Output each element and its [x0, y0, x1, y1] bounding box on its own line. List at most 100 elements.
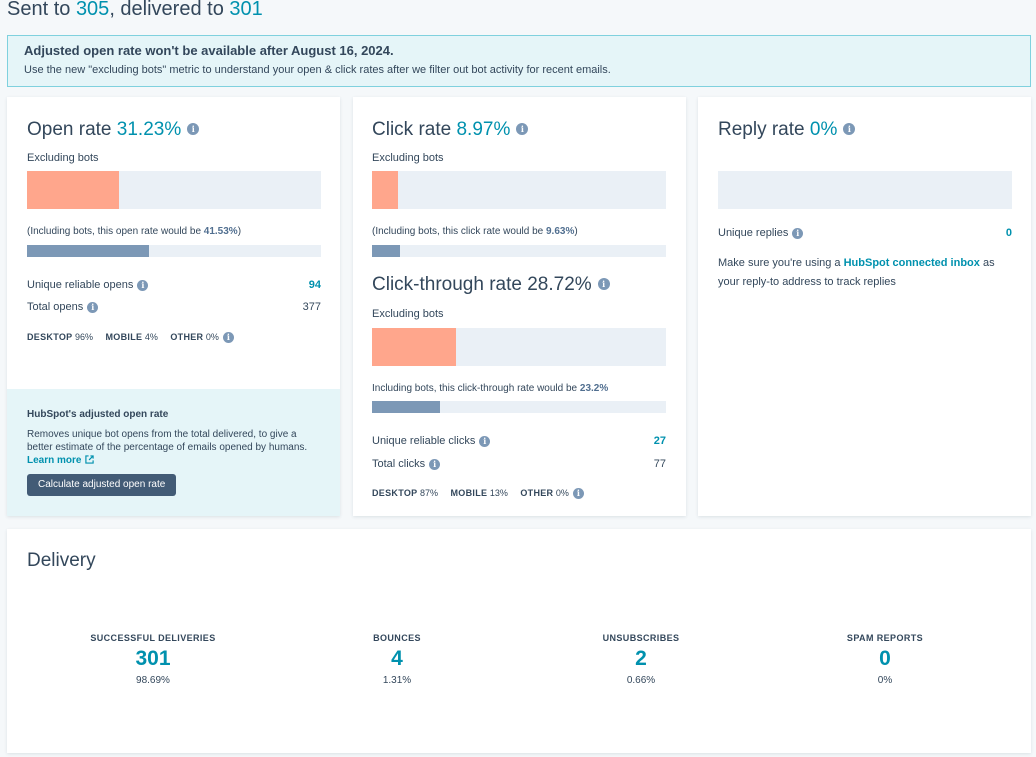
unique-replies-value[interactable]: 0 [1005, 227, 1012, 239]
total-clicks-row: Total clicks i 77 [372, 458, 666, 470]
delivered-prefix: , delivered to [109, 0, 230, 20]
adjusted-body-text: Removes unique bot opens from the total … [27, 429, 308, 453]
click-devices: DESKTOP 87% MOBILE 13% OTHER 0% i [372, 488, 584, 500]
open-rate-value: 31.23% [116, 119, 182, 140]
click-excluding-label: Excluding bots [372, 152, 444, 164]
reply-rate-label: Reply rate [718, 119, 805, 140]
reply-rate-card: Reply rate 0% i Unique replies i 0 Make su… [698, 97, 1031, 516]
click-rate-bar [372, 171, 666, 209]
learn-more-label: Learn more [27, 455, 82, 466]
click-rate-title: Click rate 8.97% i [372, 119, 529, 141]
sent-prefix: Sent to [7, 0, 76, 20]
delivery-stat-bounces: BOUNCES 4 1.31% [297, 633, 497, 686]
stat-value[interactable]: 2 [635, 647, 647, 670]
delivery-card: Delivery SUCCESSFUL DELIVERIES 301 98.69… [7, 529, 1031, 753]
unique-opens-row: Unique reliable opens i 94 [27, 279, 321, 291]
desktop-label: DESKTOP [27, 332, 73, 342]
unique-clicks-row: Unique reliable clicks i 27 [372, 435, 666, 447]
ctr-including-prefix: Including bots, this click-through rate … [372, 383, 580, 394]
ctr-including-bar [372, 401, 666, 413]
unique-opens-label: Unique reliable opens [27, 279, 134, 291]
unique-replies-label: Unique replies [718, 227, 789, 239]
stat-percent: 0.66% [626, 675, 656, 686]
mobile-label: MOBILE [105, 332, 143, 342]
click-including-prefix: (Including bots, this click rate would b… [372, 226, 546, 237]
reply-note-prefix: Make sure you're using a [718, 257, 844, 269]
click-rate-card: Click rate 8.97% i Excluding bots (Includ… [353, 97, 686, 516]
total-opens-value: 377 [302, 301, 321, 313]
info-icon[interactable]: i [516, 123, 529, 135]
other-label: OTHER [170, 332, 204, 342]
desktop-value: 96% [74, 332, 93, 342]
reply-note-suffix: as your reply-to address to track replie… [718, 257, 995, 288]
info-icon[interactable]: i [572, 488, 584, 500]
open-including-prefix: (Including bots, this open rate would be [27, 226, 204, 237]
total-clicks-label: Total clicks [372, 458, 426, 470]
unique-clicks-value[interactable]: 27 [653, 435, 666, 447]
ctr-title: Click-through rate 28.72% i [372, 274, 610, 296]
unique-replies-row: Unique replies i 0 [718, 227, 1012, 239]
delivered-count[interactable]: 301 [229, 0, 263, 20]
stat-value[interactable]: 0 [879, 647, 891, 670]
unique-opens-value[interactable]: 94 [308, 279, 321, 291]
hubspot-connected-inbox-link[interactable]: HubSpot connected inbox [843, 257, 980, 269]
info-icon[interactable]: i [187, 123, 200, 135]
unique-clicks-label: Unique reliable clicks [372, 435, 476, 447]
other-value: 0% [555, 488, 569, 498]
open-including-suffix: ) [237, 226, 242, 237]
open-including-note: (Including bots, this open rate would be… [27, 226, 241, 237]
desktop-value: 87% [419, 488, 438, 498]
learn-more-link[interactable]: Learn more [27, 455, 94, 466]
click-including-note: (Including bots, this click rate would b… [372, 226, 578, 237]
ctr-excluding-label: Excluding bots [372, 308, 444, 320]
total-clicks-value: 77 [653, 458, 666, 470]
open-devices: DESKTOP 96% MOBILE 4% OTHER 0% i [27, 332, 234, 344]
sent-count[interactable]: 305 [75, 0, 110, 20]
info-icon[interactable]: i [792, 227, 804, 239]
info-icon[interactable]: i [429, 458, 441, 470]
ctr-label: Click-through rate [372, 274, 522, 295]
ctr-including-bar-fill [372, 401, 441, 413]
external-link-icon [85, 455, 94, 464]
adjusted-body: Removes unique bot opens from the total … [27, 428, 322, 467]
mobile-value: 13% [489, 488, 508, 498]
info-icon[interactable]: i [87, 301, 99, 313]
stat-value[interactable]: 4 [391, 647, 403, 670]
open-rate-bar-fill [27, 171, 119, 209]
stat-percent: 1.31% [382, 675, 412, 686]
stat-percent: 0% [877, 675, 893, 686]
delivery-stat-successful: SUCCESSFUL DELIVERIES 301 98.69% [53, 633, 253, 686]
ctr-value: 28.72% [527, 274, 592, 295]
click-rate-value: 8.97% [456, 119, 511, 140]
info-icon[interactable]: i [597, 278, 610, 290]
delivery-stat-spam: SPAM REPORTS 0 0% [785, 633, 985, 686]
stat-label: SUCCESSFUL DELIVERIES [90, 633, 216, 643]
ctr-bar [372, 328, 666, 366]
open-rate-label: Open rate [27, 119, 112, 140]
calculate-adjusted-open-rate-button[interactable]: Calculate adjusted open rate [27, 474, 177, 496]
deprecation-alert: Adjusted open rate won't be available af… [7, 35, 1031, 87]
total-opens-label: Total opens [27, 301, 84, 313]
open-including-value: 41.53% [203, 226, 238, 237]
info-icon[interactable]: i [843, 123, 856, 135]
click-rate-label: Click rate [372, 119, 452, 140]
open-excluding-label: Excluding bots [27, 152, 99, 164]
desktop-label: DESKTOP [372, 488, 418, 498]
ctr-including-value: 23.2% [579, 383, 609, 394]
ctr-including-note: Including bots, this click-through rate … [372, 383, 608, 394]
reply-rate-value: 0% [809, 119, 838, 140]
ctr-bar-fill [372, 328, 457, 366]
total-opens-row: Total opens i 377 [27, 301, 321, 313]
send-summary: Sent to 305, delivered to 301 [7, 0, 263, 21]
open-rate-bar [27, 171, 321, 209]
reply-tracking-note: Make sure you're using a HubSpot connect… [718, 254, 1018, 292]
adjusted-title: HubSpot's adjusted open rate [27, 409, 169, 420]
info-icon[interactable]: i [137, 279, 149, 291]
adjusted-open-rate-panel: HubSpot's adjusted open rate Removes uni… [7, 389, 340, 516]
mobile-value: 4% [144, 332, 158, 342]
stat-value[interactable]: 301 [135, 647, 171, 670]
alert-body: Use the new "excluding bots" metric to u… [24, 64, 611, 76]
info-icon[interactable]: i [222, 332, 234, 344]
info-icon[interactable]: i [479, 435, 491, 447]
open-including-bar [27, 245, 321, 257]
